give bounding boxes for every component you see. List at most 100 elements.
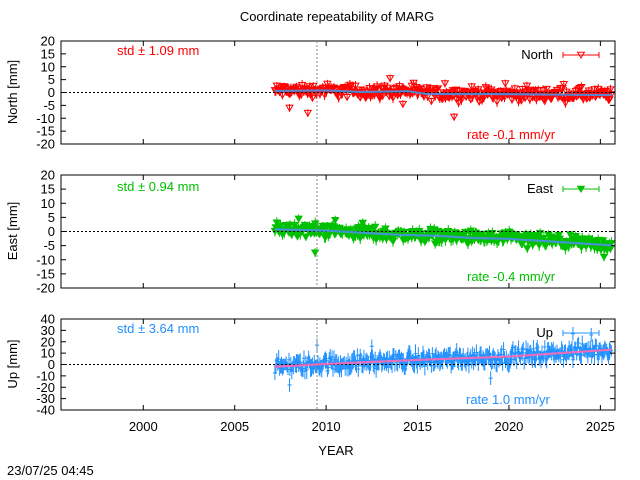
- east-legend-marker: [576, 185, 586, 194]
- north-data-point: [427, 97, 436, 106]
- timestamp: 23/07/25 04:45: [7, 463, 94, 478]
- up-data-points: [272, 326, 614, 392]
- up-std-annotation: std ± 3.64 mm: [117, 321, 199, 336]
- north-y-tick-label: 10: [41, 59, 55, 74]
- north-data-point: [467, 83, 476, 91]
- north-data-point: [409, 79, 418, 88]
- north-outlier-point: [285, 104, 294, 112]
- north-data-points: [270, 74, 616, 122]
- up-trend-line: [274, 348, 612, 368]
- north-y-tick-label: -20: [36, 137, 55, 152]
- north-data-point: [388, 94, 398, 102]
- east-y-tick-label: 10: [41, 196, 55, 211]
- east-y-tick-label: -20: [36, 281, 55, 296]
- north-data-point: [375, 95, 385, 103]
- east-outlier-point: [599, 253, 609, 261]
- north-data-point: [280, 83, 290, 92]
- east-data-points: [270, 214, 616, 262]
- east-y-tick-label: -10: [36, 252, 55, 267]
- north-trend-line: [274, 89, 612, 97]
- up-y-tick-label: 40: [41, 312, 55, 327]
- north-data-point: [492, 98, 502, 106]
- north-y-axis-label: North [mm]: [5, 60, 20, 124]
- east-outlier-point: [522, 245, 532, 253]
- north-data-point: [605, 96, 614, 104]
- x-tick-label: 2025: [586, 419, 615, 434]
- north-data-point: [577, 83, 586, 92]
- up-y-tick-label: -30: [36, 391, 55, 406]
- north-outlier-point: [449, 113, 459, 122]
- up-y-tick-label: 20: [41, 334, 55, 349]
- up-y-tick-label: -20: [36, 380, 55, 395]
- up-y-tick-label: -10: [36, 368, 55, 383]
- north-data-point: [590, 86, 599, 94]
- x-tick-label: 2015: [403, 419, 432, 434]
- east-y-tick-label: 0: [48, 224, 55, 239]
- north-data-point: [533, 87, 543, 95]
- north-y-tick-label: -10: [36, 111, 55, 126]
- east-std-annotation: std ± 0.94 mm: [117, 179, 199, 194]
- x-tick-label: 2010: [312, 419, 341, 434]
- north-data-point: [380, 82, 389, 90]
- north-data-point: [342, 93, 352, 102]
- north-data-point: [308, 94, 317, 103]
- up-legend-label: Up: [536, 325, 553, 340]
- north-data-point: [517, 97, 526, 105]
- east-y-tick-label: 5: [48, 210, 55, 225]
- north-y-tick-label: 20: [41, 34, 55, 49]
- north-outlier-point: [501, 80, 510, 88]
- north-data-point: [454, 99, 463, 107]
- east-rate-annotation: rate -0.4 mm/yr: [467, 269, 556, 284]
- up-y-axis-label: Up [mm]: [5, 339, 20, 388]
- east-data-point: [607, 240, 616, 248]
- east-data-point: [318, 222, 327, 231]
- east-outlier-point: [310, 249, 320, 257]
- north-outlier-point: [398, 100, 408, 109]
- x-tick-label: 2005: [220, 419, 249, 434]
- north-data-point: [351, 82, 360, 90]
- up-y-tick-label: 30: [41, 323, 55, 338]
- east-trend-line: [274, 228, 612, 247]
- north-y-tick-label: 0: [48, 85, 55, 100]
- east-data-point: [535, 230, 545, 238]
- north-data-point: [541, 95, 551, 104]
- north-data-point: [412, 83, 421, 92]
- up-rate-annotation: rate 1.0 mm/yr: [466, 392, 550, 407]
- north-outlier-point: [385, 75, 395, 83]
- east-data-point: [370, 223, 380, 232]
- north-y-tick-label: 15: [41, 46, 55, 61]
- x-axis-label: YEAR: [318, 443, 353, 458]
- east-outlier-point: [330, 216, 340, 225]
- north-legend-marker: [576, 51, 586, 60]
- east-data-point: [355, 234, 365, 243]
- east-data-point: [539, 234, 549, 243]
- east-legend-label: East: [527, 181, 553, 196]
- north-data-point: [561, 99, 570, 108]
- east-data-point: [388, 238, 398, 246]
- north-data-point: [606, 86, 615, 94]
- chart-title: Coordinate repeatability of MARG: [240, 9, 434, 24]
- up-y-tick-label: -40: [36, 403, 55, 418]
- east-y-tick-label: -5: [43, 238, 55, 253]
- x-axis-ticks: 2000 2005 2010 2015 2020 2025: [129, 419, 615, 434]
- east-data-point: [463, 240, 473, 248]
- north-data-point: [433, 85, 443, 93]
- north-data-point: [542, 85, 551, 94]
- north-data-point: [323, 80, 332, 89]
- north-data-point: [522, 82, 532, 90]
- north-legend-label: North: [521, 47, 553, 62]
- x-tick-label: 2020: [494, 419, 523, 434]
- north-data-point: [538, 87, 548, 95]
- east-y-axis-label: East [mm]: [5, 202, 20, 261]
- north-outlier-point: [559, 81, 569, 89]
- east-data-point: [276, 222, 285, 230]
- east-y-tick-label: -15: [36, 266, 55, 281]
- north-y-tick-label: -15: [36, 124, 55, 139]
- north-data-point: [378, 92, 387, 100]
- north-y-tick-label: -5: [43, 98, 55, 113]
- north-rate-annotation: rate -0.1 mm/yr: [467, 127, 556, 142]
